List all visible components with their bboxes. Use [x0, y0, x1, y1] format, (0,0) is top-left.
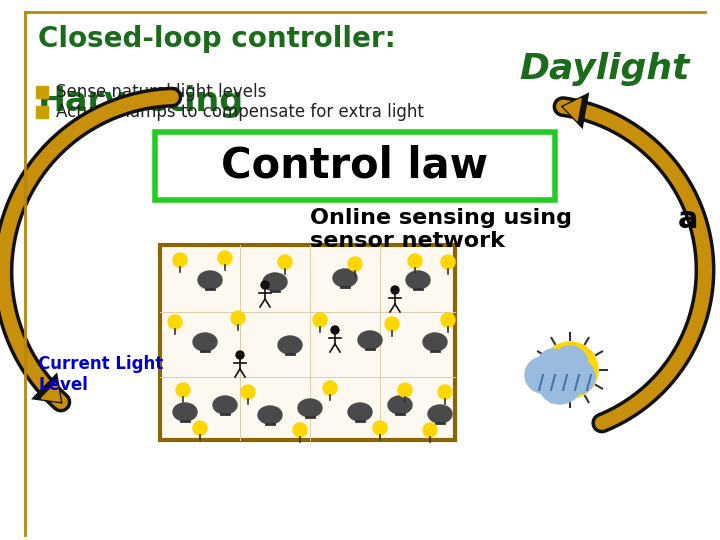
Text: Daylight: Daylight [520, 52, 690, 86]
Circle shape [441, 313, 455, 327]
Circle shape [313, 313, 327, 327]
Circle shape [441, 255, 455, 269]
Circle shape [218, 251, 232, 265]
Ellipse shape [388, 396, 412, 414]
Circle shape [561, 360, 595, 394]
Polygon shape [41, 382, 60, 401]
Circle shape [542, 342, 598, 398]
Text: a: a [678, 206, 698, 234]
Circle shape [241, 385, 255, 399]
Ellipse shape [173, 403, 197, 421]
Circle shape [348, 257, 362, 271]
Text: Actuate lamps to compensate for extra light: Actuate lamps to compensate for extra li… [56, 103, 424, 121]
Circle shape [331, 326, 339, 334]
Circle shape [438, 385, 452, 399]
Circle shape [398, 383, 412, 397]
Ellipse shape [406, 271, 430, 289]
Text: Sense natural light levels: Sense natural light levels [56, 83, 266, 101]
Ellipse shape [263, 273, 287, 291]
Circle shape [176, 383, 190, 397]
Circle shape [408, 254, 422, 268]
Ellipse shape [358, 331, 382, 349]
Circle shape [538, 349, 568, 379]
Ellipse shape [333, 269, 357, 287]
Circle shape [323, 381, 337, 395]
Circle shape [173, 253, 187, 267]
Ellipse shape [198, 271, 222, 289]
Circle shape [538, 360, 582, 404]
Ellipse shape [428, 405, 452, 423]
Ellipse shape [193, 333, 217, 351]
Circle shape [552, 346, 588, 382]
Text: Harvesting: Harvesting [38, 85, 244, 118]
FancyBboxPatch shape [160, 245, 455, 440]
Circle shape [385, 317, 399, 331]
Ellipse shape [348, 403, 372, 421]
Ellipse shape [423, 333, 447, 351]
Circle shape [373, 421, 387, 435]
Circle shape [193, 421, 207, 435]
Text: Online sensing using
sensor network: Online sensing using sensor network [310, 208, 572, 251]
Circle shape [423, 423, 437, 437]
Ellipse shape [213, 396, 237, 414]
Circle shape [231, 311, 245, 325]
Polygon shape [34, 375, 61, 402]
Text: Closed-loop controller:: Closed-loop controller: [38, 25, 396, 53]
Polygon shape [563, 95, 588, 126]
Text: Current Light
Level: Current Light Level [38, 355, 163, 394]
Circle shape [525, 357, 561, 393]
Ellipse shape [298, 399, 322, 417]
Ellipse shape [258, 406, 282, 424]
Text: Control law: Control law [222, 145, 489, 187]
Circle shape [168, 315, 182, 329]
Ellipse shape [278, 336, 302, 354]
Circle shape [278, 255, 292, 269]
FancyBboxPatch shape [155, 132, 555, 200]
Circle shape [261, 281, 269, 289]
Polygon shape [564, 98, 581, 120]
Circle shape [236, 351, 244, 359]
Circle shape [293, 423, 307, 437]
Circle shape [391, 286, 399, 294]
